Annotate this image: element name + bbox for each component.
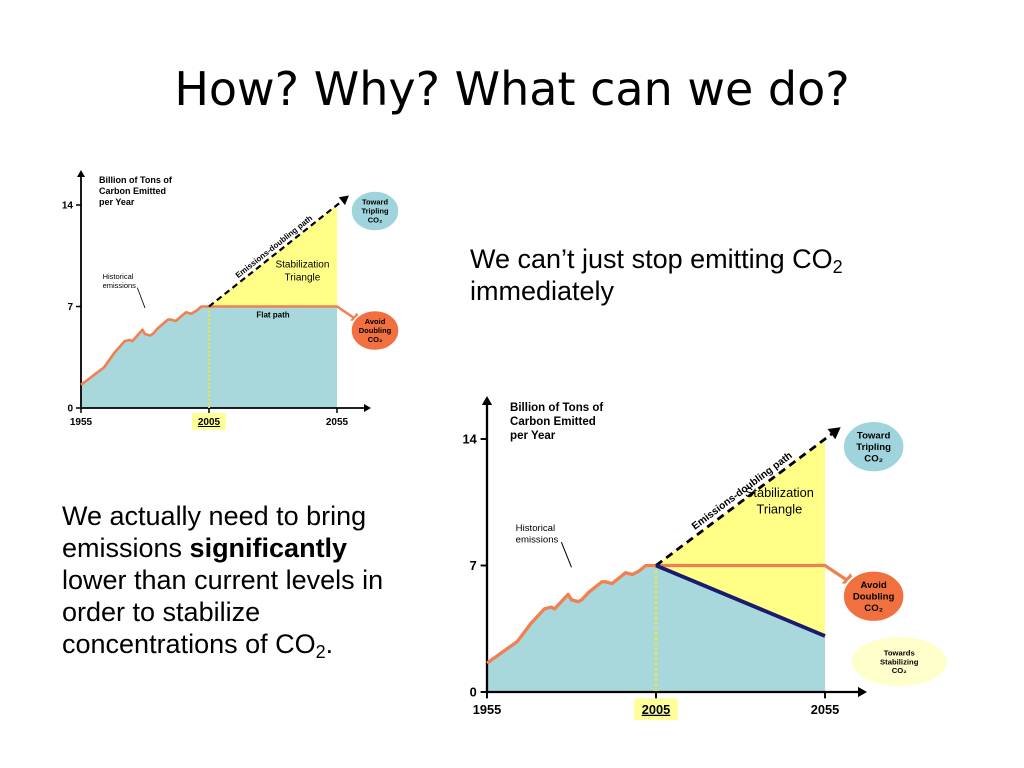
y-axis-title: Carbon Emitted xyxy=(99,186,166,196)
historical-pointer xyxy=(136,287,146,309)
y-tick-label: 14 xyxy=(463,431,478,446)
text-bottom-bold: significantly xyxy=(189,533,348,563)
y-axis-arrow xyxy=(77,170,85,177)
historical-emissions-line xyxy=(80,305,209,386)
text-top-part2: immediately xyxy=(470,276,615,306)
year-highlight xyxy=(634,698,678,721)
x-tick-label: 1955 xyxy=(473,702,501,717)
stabilizing-label: Towards xyxy=(884,648,915,657)
avoid-doubling-label: Doubling xyxy=(359,326,392,335)
tripling-label: Tripling xyxy=(856,442,891,453)
doubling-path-line xyxy=(208,198,346,308)
tripling-bubble xyxy=(841,420,906,474)
triangle-label: Stabilization xyxy=(275,259,329,270)
text-bottom-subscript: 2 xyxy=(315,642,326,662)
doubling-path-arrow xyxy=(827,427,841,440)
y-tick-label: 14 xyxy=(62,201,74,212)
historical-area xyxy=(487,565,656,692)
y-axis-title: Billion of Tons of xyxy=(99,175,173,185)
doubling-path-arrow xyxy=(338,195,349,206)
stabilizing-bubble xyxy=(849,635,949,689)
historical-emissions-line xyxy=(486,563,656,665)
y-tick-label: 0 xyxy=(67,404,73,415)
y-axis-title: Carbon Emitted xyxy=(510,416,596,428)
historical-label: Historical xyxy=(516,523,555,534)
avoid-doubling-label: Doubling xyxy=(853,592,895,603)
historical-area xyxy=(81,306,209,408)
x-tick-label: 2055 xyxy=(326,417,349,428)
year-highlight xyxy=(192,413,226,430)
flat-path-label: Flat path xyxy=(256,311,289,320)
text-top-subscript: 2 xyxy=(832,257,843,277)
x-axis-arrow xyxy=(858,686,867,698)
y-tick-label: 7 xyxy=(67,302,73,313)
chart-stabilization-wedges: 0 7 14 1955 2005 2055 Billion of Tons of Carbon… xyxy=(463,396,949,721)
slide-title: How? Why? What can we do? xyxy=(174,62,850,116)
text-bottom-part1: We actually need to bring emissions xyxy=(62,501,367,563)
tripling-label: CO₂ xyxy=(368,216,383,225)
chart-stabilization-triangle: 0 7 14 1955 2005 2055 Billion of Tons ofCarbon… xyxy=(62,170,400,430)
avoid-doubling-label: Avoid xyxy=(860,580,886,591)
triangle-label: Triangle xyxy=(285,272,321,283)
stabilizing-path-line xyxy=(655,563,826,638)
avoid-doubling-label: CO₂ xyxy=(368,335,383,344)
tripling-label: Toward xyxy=(857,431,891,442)
text-block-top: We can’t just stop emitting CO2 immediat… xyxy=(470,243,890,307)
tripling-label: Toward xyxy=(362,198,389,207)
stabilizing-label: CO₂ xyxy=(892,666,908,675)
flat-path-area xyxy=(209,306,337,408)
x-axis-arrow xyxy=(364,404,371,412)
flat-path-line xyxy=(209,305,356,320)
tripling-bubble xyxy=(350,190,400,232)
stabilization-triangle xyxy=(656,439,825,636)
text-bottom-part2: lower than current levels in order to st… xyxy=(62,565,384,659)
tripling-label: Tripling xyxy=(361,207,389,216)
tripling-label: CO₂ xyxy=(864,454,883,465)
avoid-doubling-bubble xyxy=(841,569,906,623)
y-tick-label: 0 xyxy=(470,684,477,699)
historical-label: emissions xyxy=(516,535,559,546)
stabilizing-label: Stabilizing xyxy=(880,657,919,666)
avoid-doubling-label: CO₂ xyxy=(864,603,883,614)
y-axis-title: per Year xyxy=(510,430,556,442)
historical-label: emissions xyxy=(103,281,137,290)
flat-path-line xyxy=(656,563,849,583)
triangle-label: Stabilization xyxy=(745,485,814,500)
x-tick-label: 2005 xyxy=(198,417,221,428)
y-axis-title: Billion of Tons of xyxy=(510,402,603,414)
x-tick-label: 2055 xyxy=(811,702,839,717)
avoid-doubling-bubble xyxy=(350,309,400,352)
y-tick-label: 7 xyxy=(470,558,477,573)
text-bottom-part3: . xyxy=(325,629,334,659)
historical-label: Historical xyxy=(103,272,134,281)
avoid-doubling-label: Avoid xyxy=(365,317,386,326)
stabilizing-area xyxy=(656,565,825,692)
triangle-label: Triangle xyxy=(756,501,802,516)
y-axis-title: per Year xyxy=(99,197,135,207)
x-tick-label: 2005 xyxy=(642,702,670,717)
x-tick-label: 1955 xyxy=(70,417,93,428)
y-axis-arrow xyxy=(481,396,493,405)
doubling-path-line xyxy=(655,430,836,567)
text-block-bottom: We actually need to bring emissions sign… xyxy=(62,500,402,662)
historical-pointer xyxy=(560,541,572,568)
text-top-part1: We can’t just stop emitting CO xyxy=(470,244,833,274)
